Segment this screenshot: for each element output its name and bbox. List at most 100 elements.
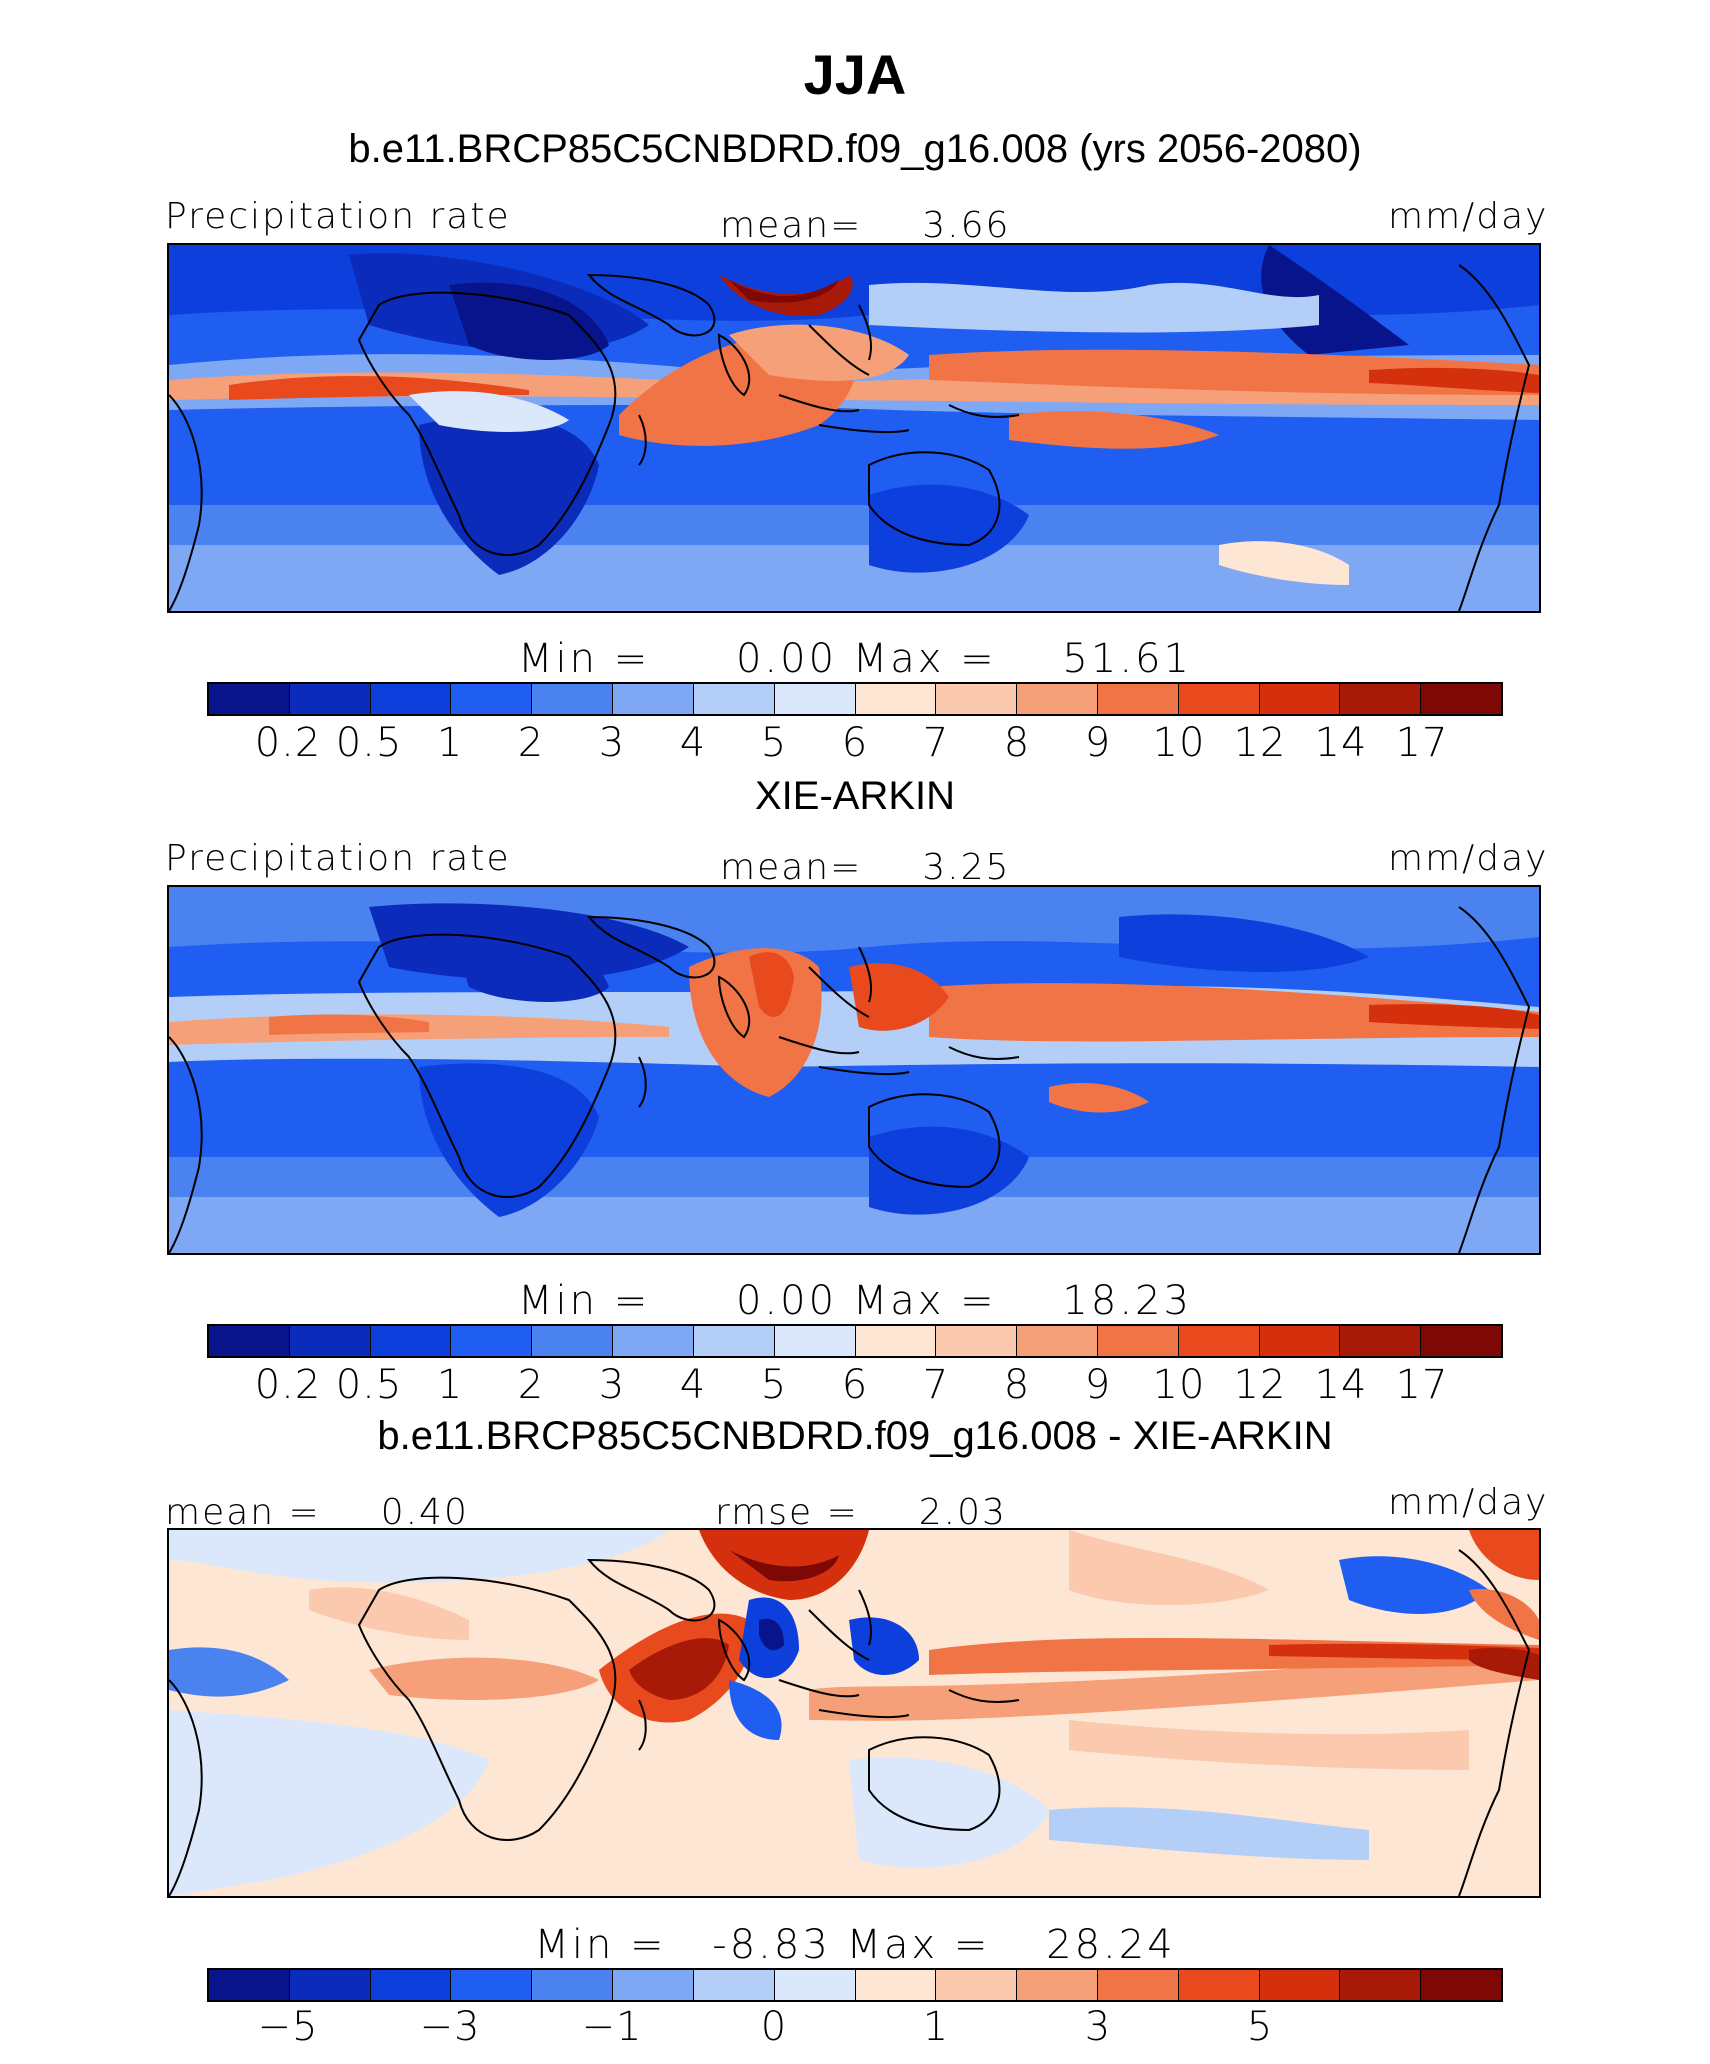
panel-2-map [167,885,1541,1255]
panel-3-map-field [169,1530,1539,1896]
panel-1-min-value: 0.00 [735,636,838,682]
colorbar-tick-label: 12 [1233,1362,1287,1408]
colorbar-tick-label: 0.2 [254,720,322,766]
colorbar-swatch [855,1326,937,1356]
colorbar-swatch [209,1326,290,1356]
colorbar-swatch [1017,684,1098,714]
colorbar-tick-label: 6 [841,1362,869,1408]
panel-3-minmax: Min = -8.83 Max = 28.24 [534,1922,1176,1968]
colorbar-swatch [1421,1970,1501,2000]
colorbar-tick-label: 1 [436,720,464,766]
colorbar-tick-label: 8 [1003,1362,1031,1408]
panel-1-map-field [169,245,1539,611]
colorbar-tick-label: 5 [760,1362,788,1408]
colorbar-swatch [1017,1970,1098,2000]
colorbar-swatch [1421,684,1501,714]
panel-1-mean-label: mean= 3.66 [720,205,1011,246]
colorbar-swatch [1097,684,1179,714]
panel-1-colorbar-ticks: 0.2 0.5 1 2 3 4 5 6 7 8 9 10 12 14 17 [0,720,1710,770]
panel-2-variable-label: Precipitation rate [165,838,511,879]
panel-3-units: mm/day [1388,1482,1549,1523]
colorbar-tick-label: 4 [679,1362,707,1408]
panel-2-mean-label: mean= 3.25 [720,847,1011,888]
colorbar-swatch [532,1326,614,1356]
panel-3-mean-value: 0.40 [380,1492,469,1533]
panel-3-rmse-value: 2.03 [918,1492,1007,1533]
panel-1-colorbar [207,682,1503,716]
colorbar-tick-label: 10 [1152,1362,1206,1408]
panel-2-minmax: Min = 0.00 Max = 18.23 [518,1278,1192,1324]
colorbar-tick-label: 7 [922,1362,950,1408]
colorbar-swatch [774,1970,856,2000]
colorbar-swatch [936,1326,1018,1356]
panel-2-max-value: 18.23 [1062,1278,1192,1324]
panel-3-map [167,1528,1541,1898]
panel-2-subtitle: XIE-ARKIN [754,774,956,818]
colorbar-swatch [289,1326,371,1356]
colorbar-swatch [289,1970,371,2000]
panel-1-max-value: 51.61 [1062,636,1192,682]
colorbar-tick-label: 7 [922,720,950,766]
colorbar-tick-label: 1 [922,2004,950,2050]
colorbar-tick-label: 10 [1152,720,1206,766]
colorbar-swatch [451,1326,533,1356]
colorbar-tick-label: 14 [1314,720,1368,766]
colorbar-swatch [774,1326,856,1356]
colorbar-tick-label: 2 [517,720,545,766]
colorbar-tick-label: −1 [581,2004,643,2050]
panel-1-minmax: Min = 0.00 Max = 51.61 [518,636,1192,682]
colorbar-tick-label: 4 [679,720,707,766]
colorbar-swatch [370,684,452,714]
colorbar-swatch [1178,1970,1260,2000]
panel-3-min-value: -8.83 [712,1922,831,1968]
colorbar-swatch [693,1970,775,2000]
colorbar-swatch [613,1326,694,1356]
colorbar-tick-label: 0 [760,2004,788,2050]
colorbar-swatch [774,684,856,714]
colorbar-swatch [209,1970,290,2000]
panel-1-variable-label: Precipitation rate [165,196,511,237]
colorbar-tick-label: 0.5 [335,1362,403,1408]
panel-3-colorbar-ticks: −5 −3 −1 0 1 3 5 [0,2004,1710,2054]
colorbar-swatch [1017,1326,1098,1356]
colorbar-swatch [532,1970,614,2000]
colorbar-swatch [1178,1326,1260,1356]
panel-3-max-value: 28.24 [1046,1922,1176,1968]
colorbar-tick-label: 3 [598,720,626,766]
colorbar-swatch [613,684,694,714]
colorbar-swatch [1259,1326,1341,1356]
colorbar-tick-label: 14 [1314,1362,1368,1408]
panel-2-colorbar [207,1324,1503,1358]
colorbar-tick-label: 2 [517,1362,545,1408]
colorbar-swatch [855,684,937,714]
colorbar-swatch [936,684,1018,714]
colorbar-tick-label: 3 [1084,2004,1112,2050]
colorbar-tick-label: 17 [1395,1362,1449,1408]
colorbar-tick-label: 9 [1084,720,1112,766]
colorbar-tick-label: 12 [1233,720,1287,766]
colorbar-tick-label: 5 [760,720,788,766]
colorbar-swatch [1421,1326,1501,1356]
colorbar-swatch [289,684,371,714]
colorbar-tick-label: 1 [436,1362,464,1408]
colorbar-swatch [855,1970,937,2000]
colorbar-swatch [693,1326,775,1356]
panel-1-subtitle: b.e11.BRCP85C5CNBDRD.f09_g16.008 (yrs 20… [348,127,1362,171]
panel-2-min-value: 0.00 [735,1278,838,1324]
colorbar-swatch [693,684,775,714]
panel-3-colorbar [207,1968,1503,2002]
panel-2-mean-value: 3.25 [922,847,1011,888]
colorbar-swatch [451,684,533,714]
colorbar-swatch [1097,1326,1179,1356]
colorbar-tick-label: 6 [841,720,869,766]
colorbar-swatch [1097,1970,1179,2000]
colorbar-tick-label: 0.2 [254,1362,322,1408]
colorbar-swatch [936,1970,1018,2000]
colorbar-tick-label: 9 [1084,1362,1112,1408]
colorbar-swatch [1340,1326,1422,1356]
panel-3-rmse-label: rmse = 2.03 [715,1492,1007,1533]
colorbar-tick-label: 17 [1395,720,1449,766]
figure-title: JJA [803,43,907,106]
colorbar-swatch [532,684,614,714]
colorbar-swatch [613,1970,694,2000]
